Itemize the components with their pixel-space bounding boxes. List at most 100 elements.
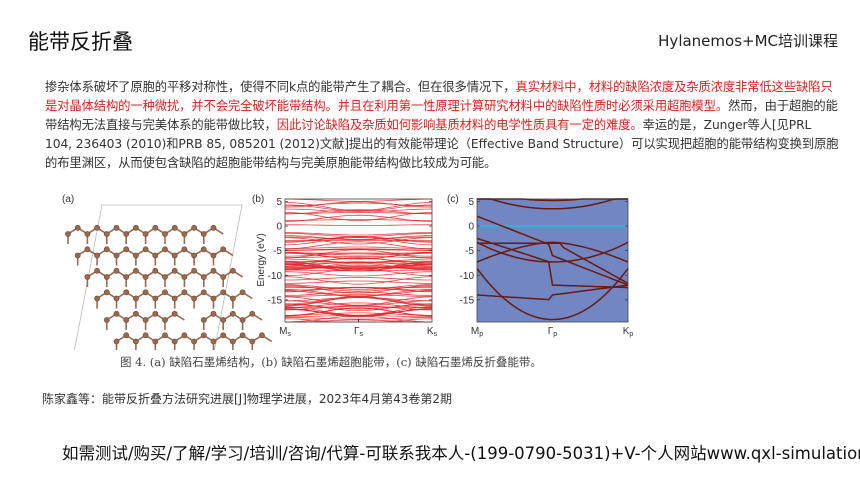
atom — [162, 231, 168, 237]
atom — [239, 332, 246, 339]
band-line — [284, 237, 433, 245]
atom — [239, 317, 246, 323]
atom — [191, 338, 197, 345]
atom — [123, 246, 130, 253]
unfolded-band — [476, 241, 629, 263]
x-tick-label: Ks — [427, 326, 438, 338]
atom — [171, 224, 178, 231]
band-line — [284, 235, 433, 241]
atom — [200, 317, 207, 323]
atom — [181, 274, 188, 280]
band-line — [284, 211, 433, 215]
unfolded-band — [477, 198, 628, 210]
atom — [152, 338, 159, 345]
body-paragraph: 掺杂体系破坏了原胞的平移对称性，使得不同k点的能带产生了耦合。但在很多情况下，真… — [45, 78, 840, 173]
band-line — [285, 280, 432, 284]
atom — [113, 267, 120, 274]
atom — [210, 310, 217, 317]
atom — [142, 289, 149, 296]
atom — [171, 295, 178, 302]
atom — [94, 224, 100, 231]
band-line — [284, 276, 433, 285]
unfolded-band-plot: 5 0 -5 -10 -15 Mp Γp Kp — [460, 197, 634, 338]
atom — [74, 224, 81, 231]
band-line — [284, 284, 433, 290]
atom — [152, 224, 159, 231]
atom — [162, 274, 168, 280]
atom — [152, 267, 159, 274]
atom — [132, 224, 139, 231]
slide-title: 能带反折叠 — [28, 30, 133, 54]
atom — [249, 310, 256, 317]
plot-frame — [476, 198, 629, 323]
band-line — [285, 256, 432, 259]
band-line — [284, 212, 433, 221]
atom — [113, 252, 120, 259]
atom — [200, 246, 207, 253]
atom — [210, 267, 217, 274]
band-line — [285, 277, 432, 281]
supercell-outline — [74, 204, 243, 350]
band-line — [285, 317, 432, 320]
x-tick-label: Γs — [354, 326, 364, 338]
atom — [162, 332, 168, 339]
band-line — [284, 251, 433, 260]
atom — [229, 295, 236, 302]
atom — [142, 317, 149, 323]
atom — [259, 332, 265, 339]
atom — [200, 274, 207, 280]
atom — [152, 252, 159, 259]
atom — [123, 274, 130, 280]
panel-b-label: (b) — [252, 194, 264, 205]
x-tick-label: Γp — [548, 326, 558, 338]
atom — [142, 231, 149, 237]
band-line — [284, 266, 433, 270]
atom — [84, 274, 91, 280]
band-line — [284, 214, 433, 222]
atom — [94, 295, 100, 302]
band-line — [284, 241, 433, 250]
y-tick-label: 5 — [468, 197, 474, 208]
atom — [123, 317, 130, 323]
atom — [210, 252, 217, 259]
panel-a-label: (a) — [62, 194, 74, 205]
atom — [142, 332, 149, 339]
band-line — [285, 306, 432, 308]
y-tick-label: -5 — [465, 246, 474, 257]
atom — [191, 224, 197, 231]
atom — [162, 246, 168, 253]
band-line — [284, 287, 433, 291]
atom — [191, 252, 197, 259]
atom — [229, 310, 236, 317]
highlight-segment: 真实材料中，材料的缺陷浓度及杂质浓度非常低这些缺陷只是对晶体结构的一种微扰，并不… — [45, 80, 833, 113]
atom — [239, 289, 246, 296]
atom — [200, 289, 207, 296]
band-line — [284, 303, 433, 312]
band-line — [284, 294, 433, 297]
atom — [123, 289, 130, 296]
atom — [210, 338, 217, 345]
atom — [200, 231, 207, 237]
atom — [220, 246, 227, 253]
band-line — [285, 265, 432, 268]
plot-background — [477, 199, 628, 322]
x-tick-label: Kp — [623, 326, 634, 338]
band-line — [284, 308, 433, 318]
atom — [191, 295, 197, 302]
band-line — [284, 306, 433, 316]
unfolded-band — [476, 215, 629, 286]
atom — [132, 338, 139, 345]
y-tick-label: -10 — [460, 271, 475, 282]
x-tick-label: Mp — [471, 326, 483, 338]
contact-footer: 如需测试/购买/了解/学习/培训/咨询/代算-可联系我本人-(199-0790-… — [62, 444, 860, 463]
band-line — [284, 268, 433, 277]
band-line — [285, 198, 432, 202]
atom — [132, 267, 139, 274]
y-tick-label: -5 — [273, 246, 282, 257]
atom — [220, 332, 227, 339]
atom — [113, 295, 120, 302]
band-line — [284, 202, 433, 207]
atom — [94, 252, 100, 259]
atom — [74, 252, 81, 259]
atom — [171, 310, 178, 317]
